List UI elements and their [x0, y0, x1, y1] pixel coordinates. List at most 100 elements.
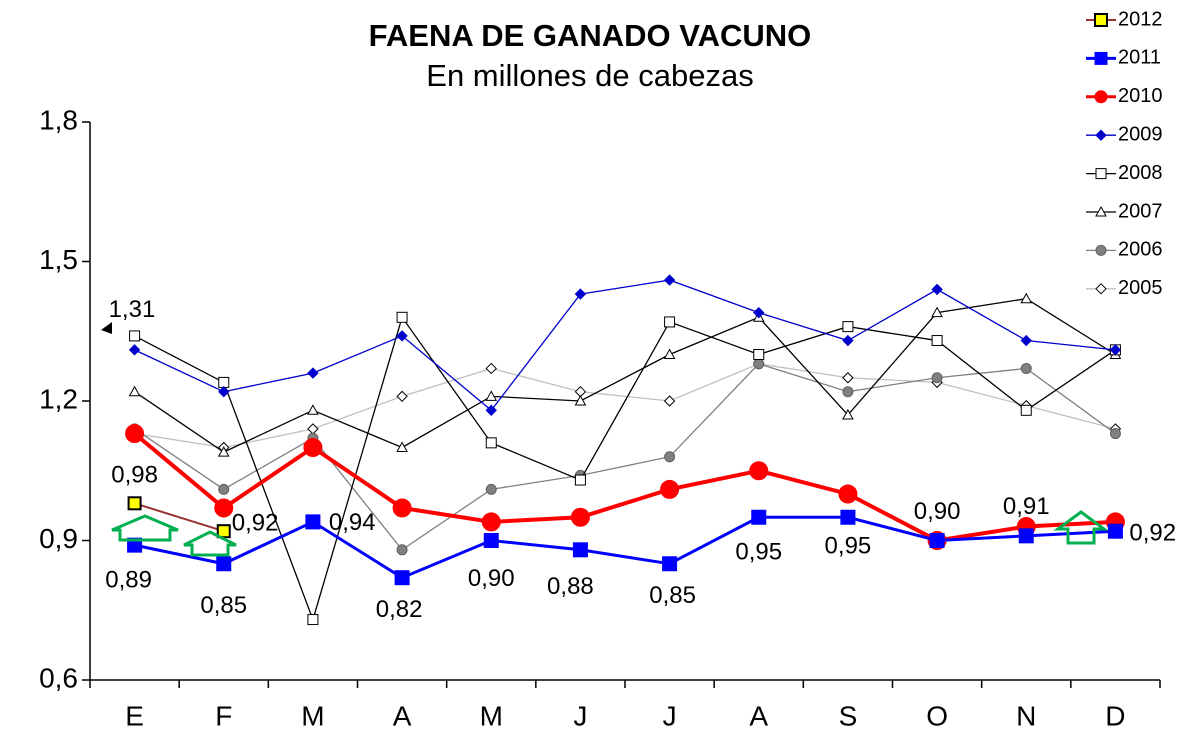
up-arrow [183, 530, 237, 557]
marker [1020, 334, 1032, 347]
marker [660, 479, 680, 499]
y-tick-label: 1,2 [39, 383, 78, 414]
series: 1,31 [109, 274, 1122, 417]
value-label: 0,95 [825, 533, 872, 560]
marker [218, 385, 230, 398]
series-line [134, 363, 1116, 449]
value-label: 1,31 [109, 296, 156, 323]
value-label: 0,90 [914, 498, 961, 525]
value-label: 0,85 [200, 592, 247, 619]
marker [305, 514, 321, 530]
axes: 0,6 0,9 1,2 1,5 1,8 E F M A M J J A S O N D [39, 104, 1161, 731]
pointer-arrow [101, 322, 112, 334]
marker [753, 349, 765, 360]
marker [1020, 362, 1032, 374]
legend-label: 2007 [1118, 200, 1163, 222]
legend-label: 2005 [1118, 277, 1163, 299]
marker [394, 570, 410, 586]
decorations [101, 322, 1109, 557]
marker [1107, 523, 1123, 539]
marker [1018, 528, 1034, 544]
marker [1094, 51, 1108, 65]
marker [128, 385, 141, 397]
series-line [134, 315, 1116, 622]
value-label: 0,90 [468, 565, 515, 592]
marker [663, 395, 676, 407]
marker [574, 474, 586, 486]
marker [664, 316, 676, 328]
x-tick-label: J [663, 700, 677, 731]
marker [218, 376, 230, 388]
value-label: 0,88 [547, 573, 594, 600]
marker [842, 408, 854, 420]
plot-area: 1,31 0,89 0,85 0,94 0,82 0,90 0,88 0,85 0,95 0,95… [105, 274, 1176, 626]
marker [1109, 428, 1121, 440]
value-label: 0,85 [649, 582, 696, 609]
marker [392, 498, 412, 518]
marker [128, 344, 141, 356]
marker [842, 334, 854, 347]
legend-label: 2008 [1118, 162, 1163, 184]
series-line [133, 432, 1116, 543]
marker [307, 614, 319, 626]
x-tick-label: A [393, 700, 412, 731]
y-tick-label: 1,5 [39, 244, 78, 275]
marker [396, 544, 408, 556]
series-line [134, 298, 1116, 453]
chart-subtitle: En millones de cabezas [426, 58, 753, 93]
marker [664, 451, 676, 463]
marker [931, 306, 943, 318]
series-line [134, 502, 225, 533]
value-label: 0,95 [735, 539, 782, 566]
marker [838, 484, 858, 504]
legend-label: 2010 [1118, 85, 1163, 107]
marker [1095, 129, 1107, 141]
marker [1094, 90, 1108, 104]
marker [485, 362, 497, 375]
marker [662, 556, 678, 572]
marker [303, 438, 323, 457]
x-tick-label: D [1105, 700, 1125, 731]
marker [574, 288, 587, 300]
marker [218, 483, 230, 495]
marker [1095, 168, 1107, 180]
x-tick-label: O [926, 700, 948, 731]
marker [396, 390, 408, 403]
marker [753, 358, 765, 370]
y-tick-label: 0,9 [39, 523, 78, 554]
value-label: 0,92 [1129, 520, 1176, 547]
marker [483, 533, 499, 548]
x-tick-label: M [480, 700, 503, 731]
x-tick-label: N [1016, 700, 1036, 731]
marker [1020, 404, 1032, 416]
marker [572, 542, 588, 558]
marker [307, 423, 319, 435]
value-label: 0,98 [111, 462, 158, 489]
marker [481, 512, 501, 532]
x-tick-label: J [573, 700, 587, 731]
marker [1094, 13, 1108, 27]
x-tick-label: E [125, 700, 144, 731]
y-tick-label: 1,8 [39, 104, 78, 135]
marker [485, 437, 497, 449]
marker [216, 556, 232, 572]
marker [1095, 205, 1107, 217]
legend-label: 2009 [1118, 123, 1163, 145]
marker [753, 306, 765, 319]
series: 0,89 0,85 0,94 0,82 0,90 0,88 0,85 0,95 0,95 0,90… [105, 493, 1176, 623]
series [129, 311, 1121, 626]
marker [931, 335, 943, 347]
marker [1095, 283, 1107, 295]
marker [214, 498, 234, 518]
series-line [134, 363, 1116, 551]
value-label: 0,92 [232, 510, 279, 537]
marker [842, 386, 854, 398]
up-arrow [111, 514, 179, 542]
marker [663, 348, 676, 359]
marker [663, 274, 676, 286]
marker [749, 461, 769, 481]
series [128, 358, 1122, 454]
marker [1109, 344, 1122, 356]
marker [217, 446, 230, 457]
x-tick-label: F [215, 700, 232, 731]
